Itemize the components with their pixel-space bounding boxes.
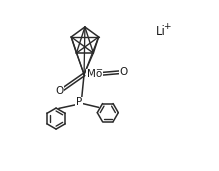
- Text: Mo: Mo: [87, 69, 102, 80]
- Text: O: O: [55, 86, 64, 96]
- Text: P: P: [76, 97, 82, 107]
- Text: Li: Li: [155, 25, 165, 38]
- Text: O: O: [119, 67, 128, 77]
- Text: −: −: [95, 65, 102, 74]
- Text: +: +: [163, 22, 171, 31]
